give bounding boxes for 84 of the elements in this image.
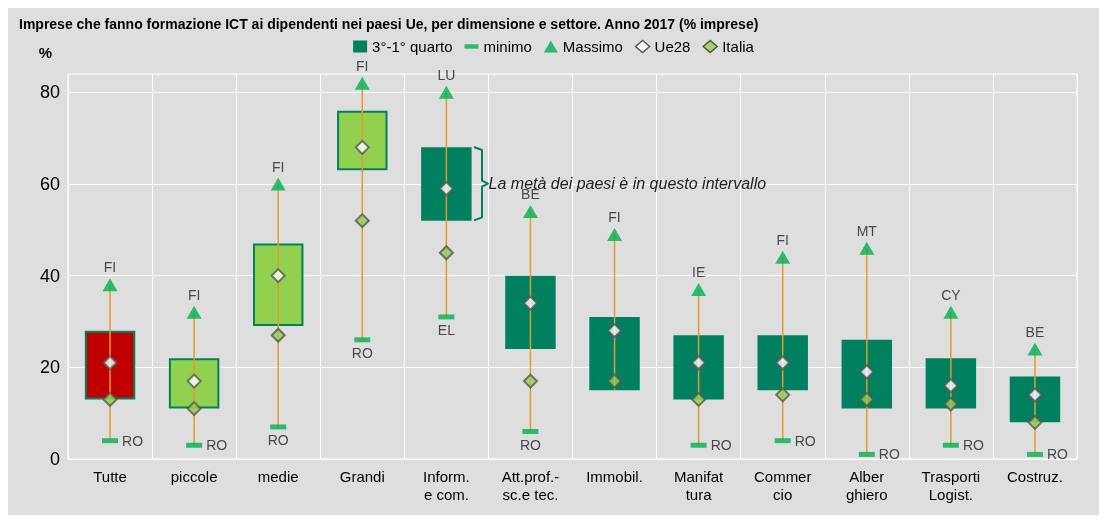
data-label: RO (206, 437, 228, 454)
point (522, 295, 538, 311)
point (354, 213, 370, 229)
point (186, 305, 202, 319)
bar (84, 330, 136, 400)
point (607, 373, 623, 389)
data-label: MT (856, 222, 878, 239)
data-label: RO (351, 345, 373, 362)
point (1027, 414, 1043, 430)
x-tick-label: Inform. e com. (423, 467, 470, 503)
data-label: FI (271, 158, 285, 175)
y-tick-label: 20 (39, 357, 60, 378)
point (859, 391, 875, 407)
point (607, 227, 623, 241)
x-tick-label: Costruz. (1007, 467, 1063, 485)
data-label: IE (692, 263, 706, 280)
legend-label: minimo (483, 38, 532, 55)
point (522, 373, 538, 389)
legend-label: 3°-1° quarto (372, 38, 453, 55)
data-label: RO (267, 432, 289, 449)
point (691, 355, 707, 371)
y-axis-title: % (38, 44, 52, 61)
bar (673, 335, 724, 400)
point (354, 76, 370, 90)
point (438, 85, 454, 99)
point (943, 305, 959, 319)
data-label: RO (794, 432, 816, 449)
data-label: RO (1046, 446, 1069, 463)
x-tick-label: Commer cio (753, 467, 812, 503)
point (270, 327, 286, 343)
point (607, 323, 623, 339)
data-label: RO (122, 432, 144, 449)
data-label: FI (608, 208, 621, 225)
point (102, 355, 118, 371)
data-label: RO (710, 437, 732, 454)
data-label: FI (356, 57, 369, 74)
y-tick-label: 80 (39, 82, 60, 103)
x-tick-label: Manifat tura (674, 467, 725, 503)
point (859, 364, 875, 380)
data-label: RO (962, 437, 984, 454)
x-tick-label: Alber ghiero (845, 467, 888, 503)
data-label: FI (187, 286, 201, 303)
point (438, 181, 454, 197)
data-label: BE (1025, 323, 1045, 340)
x-tick-label: Grandi (339, 467, 385, 485)
point (775, 387, 791, 403)
y-tick-label: 0 (49, 449, 60, 469)
point (438, 245, 454, 261)
bar (505, 275, 556, 349)
data-label: EL (437, 322, 456, 339)
bar (421, 147, 472, 221)
x-tick-label: Immobil. (586, 467, 643, 485)
data-label: LU (437, 66, 456, 83)
point (775, 250, 791, 264)
data-label: FI (103, 259, 117, 276)
legend-label: Massimo (562, 38, 623, 55)
point (102, 278, 118, 292)
data-label: RO (878, 446, 900, 463)
bar (337, 110, 388, 171)
x-tick-label: Tutte (93, 467, 127, 485)
point (186, 401, 202, 417)
data-label: FI (776, 231, 789, 248)
legend-label: Ue28 (654, 38, 691, 55)
legend-label: Italia (722, 38, 755, 55)
data-label: RO (519, 437, 542, 453)
point (691, 391, 707, 407)
point (270, 268, 286, 284)
point (859, 241, 875, 255)
chart-title: Imprese che fanno formazione ICT ai dipendenti nei paesi Ue, per dimensione e settore. Anno 2017 (% imprese) (19, 16, 759, 32)
data-label: CY (941, 286, 962, 303)
point (102, 391, 118, 407)
point (691, 282, 707, 296)
x-tick-label: Att.prof.- sc.e tec. (501, 467, 560, 503)
x-tick-label: piccole (170, 467, 218, 485)
point (270, 177, 286, 191)
y-tick-label: 60 (39, 174, 60, 194)
y-tick-label: 40 (39, 265, 60, 286)
point (522, 205, 538, 218)
point (943, 396, 959, 412)
x-tick-label: medie (257, 467, 299, 485)
x-tick-label: Trasporti Logist. (921, 467, 981, 503)
point (1027, 342, 1043, 356)
bar (589, 316, 640, 391)
bar (757, 335, 808, 391)
